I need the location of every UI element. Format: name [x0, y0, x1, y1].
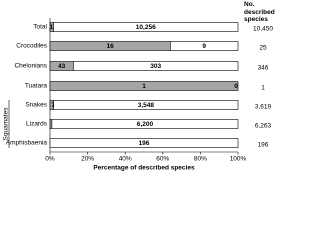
total-label: 3,619	[255, 104, 272, 111]
bar-segment	[49, 81, 239, 91]
x-tick-label: 100%	[230, 156, 247, 163]
y-tick-label: Lizards	[26, 121, 48, 128]
bar-segment	[53, 22, 239, 32]
total-label: 10,450	[253, 26, 273, 33]
y-tick-label: Chelonians	[14, 63, 47, 70]
y-tick-label: Tuatara	[25, 83, 48, 90]
x-tick-label: 20%	[81, 156, 94, 163]
total-label: 346	[258, 65, 269, 72]
x-tick-label: 40%	[119, 156, 132, 163]
x-axis-title: Percentage of described species	[93, 165, 195, 172]
value-label: 6,200	[137, 121, 154, 128]
page: Percentage of described species Squamate…	[3, 1, 275, 172]
value-label: 43	[58, 63, 66, 70]
x-tick-label: 60%	[156, 156, 169, 163]
total-label: 6,263	[255, 123, 272, 130]
value-label: 303	[150, 63, 161, 70]
y-tick-label: Snakes	[25, 102, 47, 109]
y-tick-label: Amphisbaenia	[6, 140, 48, 147]
x-tick-label: 0%	[45, 156, 55, 163]
total-label: 25	[259, 45, 267, 52]
value-label: 9	[202, 43, 206, 50]
value-label: 1	[142, 83, 146, 90]
y-tick-label: Total	[33, 24, 47, 31]
y-tick-label: Crocodiles	[16, 43, 47, 50]
value-label: 16	[107, 43, 115, 50]
bar-segment	[51, 119, 239, 129]
value-label: 0	[234, 83, 238, 90]
bar-segment	[53, 100, 239, 110]
group-label: Squamates	[3, 107, 10, 141]
totals-header: No. described species	[244, 1, 275, 23]
bar-segment	[170, 41, 239, 51]
bar-segment	[49, 138, 239, 148]
total-label: 196	[258, 142, 269, 149]
chart: Percentage of described species Squamate…	[3, 18, 273, 172]
x-tick-label: 80%	[194, 156, 207, 163]
total-label: 1	[261, 85, 265, 92]
value-label: 3,548	[138, 102, 155, 109]
bar-segment	[73, 61, 239, 71]
value-label: 196	[139, 140, 150, 147]
value-label: 10,256	[136, 24, 156, 31]
